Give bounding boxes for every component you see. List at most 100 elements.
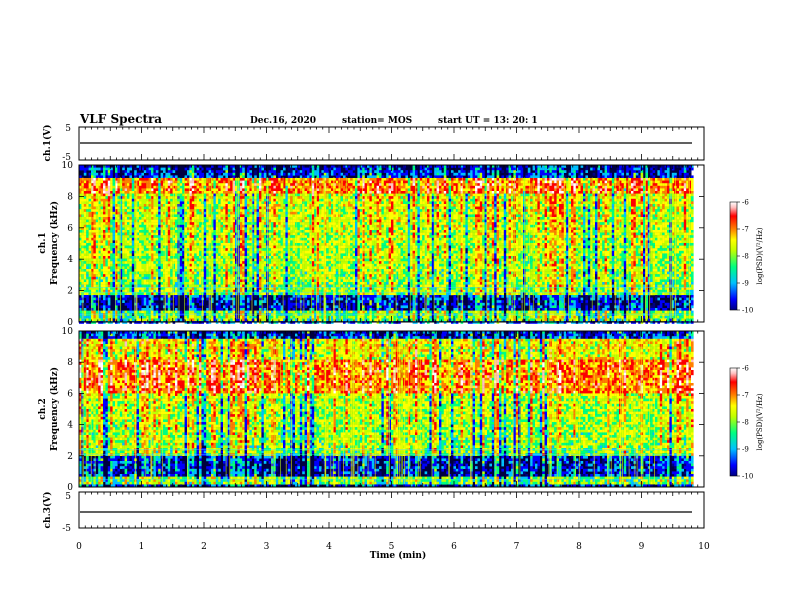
spectrogram-cell — [156, 186, 159, 189]
spectrogram-cell — [139, 243, 142, 246]
spectrogram-cell — [139, 188, 142, 191]
spectrogram-cell — [213, 248, 216, 251]
spectrogram-cell — [93, 282, 96, 285]
spectrogram-cell — [158, 217, 161, 220]
spectrogram-cell — [185, 235, 188, 238]
spectrogram-cell — [86, 191, 89, 194]
spectrogram-cell — [117, 168, 120, 171]
spectrogram-cell — [228, 256, 231, 259]
spectrogram-cell — [129, 209, 132, 212]
spectrogram-cell — [151, 251, 154, 254]
spectrogram-cell — [96, 194, 99, 197]
spectrogram-cell — [103, 217, 106, 220]
spectrogram-cell — [213, 191, 216, 194]
spectrogram-cell — [158, 188, 161, 191]
spectrogram-cell — [228, 272, 231, 275]
spectrogram-cell — [273, 274, 276, 277]
spectrogram-cell — [257, 259, 260, 262]
spectrogram-cell — [235, 282, 238, 285]
spectrogram-cell — [271, 313, 274, 316]
spectrogram-cell — [165, 230, 168, 233]
spectrogram-cell — [93, 303, 96, 306]
spectrogram-cell — [240, 305, 243, 308]
spectrogram-cell — [247, 272, 250, 275]
spectrogram-cell — [165, 261, 168, 264]
spectrogram-cell — [276, 178, 279, 181]
spectrogram-cell — [113, 240, 116, 243]
spectrogram-cell — [141, 248, 144, 251]
spectrogram-cell — [247, 316, 250, 319]
spectrogram-cell — [269, 235, 272, 238]
spectrogram-cell — [189, 168, 192, 171]
spectrogram-cell — [86, 246, 89, 249]
spectrogram-cell — [129, 238, 132, 241]
spectrogram-cell — [129, 272, 132, 275]
spectrogram-cell — [218, 269, 221, 272]
spectrogram-cell — [192, 220, 195, 223]
spectrogram-cell — [158, 233, 161, 236]
spectrogram-cell — [197, 214, 200, 217]
spectrogram-cell — [158, 279, 161, 282]
spectrogram-cell — [113, 292, 116, 295]
spectrogram-cell — [228, 253, 231, 256]
spectrogram-cell — [206, 220, 209, 223]
spectrogram-cell — [101, 277, 104, 280]
spectrogram-cell — [168, 285, 171, 288]
spectrogram-cell — [278, 313, 281, 316]
spectrogram-cell — [254, 220, 257, 223]
spectrogram-cell — [158, 292, 161, 295]
spectrogram-cell — [242, 295, 245, 298]
spectrogram-cell — [249, 212, 252, 215]
spectrogram-cell — [249, 256, 252, 259]
spectrogram-cell — [165, 248, 168, 251]
spectrogram-cell — [221, 313, 224, 316]
spectrogram-cell — [206, 251, 209, 254]
spectrogram-cell — [168, 196, 171, 199]
spectrogram-cell — [254, 264, 257, 267]
spectrogram-cell — [153, 259, 156, 262]
spectrogram-cell — [125, 251, 128, 254]
spectrogram-cell — [170, 220, 173, 223]
spectrogram-cell — [103, 305, 106, 308]
spectrogram-cell — [223, 316, 226, 319]
spectrogram-cell — [141, 204, 144, 207]
spectrogram-cell — [221, 316, 224, 319]
spectrogram-cell — [122, 256, 125, 259]
spectrogram-cell — [264, 308, 267, 311]
spectrogram-cell — [170, 251, 173, 254]
spectrogram-cell — [146, 295, 149, 298]
spectrogram-cell — [189, 212, 192, 215]
spectrogram-cell — [276, 246, 279, 249]
spectrogram-cell — [216, 222, 219, 225]
spectrogram-cell — [189, 316, 192, 319]
spectrogram-cell — [223, 204, 226, 207]
spectrogram-cell — [141, 188, 144, 191]
spectrogram-cell — [146, 292, 149, 295]
spectrogram-cell — [165, 183, 168, 186]
spectrogram-cell — [194, 191, 197, 194]
spectrogram-cell — [230, 279, 233, 282]
spectrogram-cell — [223, 188, 226, 191]
spectrogram-cell — [247, 222, 250, 225]
spectrogram-cell — [240, 295, 243, 298]
spectrogram-cell — [278, 295, 281, 298]
spectrogram-cell — [86, 183, 89, 186]
spectrogram-cell — [206, 308, 209, 311]
spectrogram-cell — [254, 235, 257, 238]
spectrogram-cell — [146, 220, 149, 223]
spectrogram-cell — [228, 204, 231, 207]
spectrogram-cell — [170, 243, 173, 246]
spectrogram-cell — [225, 308, 228, 311]
spectrogram-cell — [223, 227, 226, 230]
spectrogram-cell — [247, 191, 250, 194]
spectrogram-cell — [276, 259, 279, 262]
spectrogram-cell — [93, 240, 96, 243]
spectrogram-cell — [257, 222, 260, 225]
spectrogram-cell — [170, 222, 173, 225]
spectrogram-cell — [139, 282, 142, 285]
ch1-ytick-top: 5 — [65, 124, 71, 134]
spectrogram-cell — [113, 272, 116, 275]
spectrogram-cell — [225, 248, 228, 251]
spectrogram-cell — [278, 214, 281, 217]
spectrogram-cell — [93, 235, 96, 238]
